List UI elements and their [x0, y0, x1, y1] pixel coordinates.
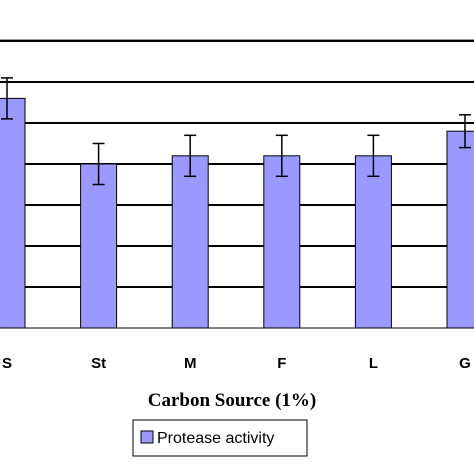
legend: Protease activity — [132, 419, 308, 457]
bar-g — [446, 130, 474, 329]
error-bars — [1, 77, 471, 186]
x-tick-label: M — [184, 355, 197, 372]
x-tick-label: F — [277, 355, 286, 372]
x-tick-label: G — [459, 355, 471, 372]
bar-l — [354, 155, 392, 329]
x-tick-label: S — [2, 355, 12, 372]
legend-box — [132, 419, 308, 457]
bars — [0, 97, 474, 329]
x-tick-label: St — [91, 355, 106, 372]
bar-m — [171, 155, 209, 329]
bar-f — [263, 155, 301, 329]
legend-swatch — [140, 430, 154, 444]
x-tick-labels: S St M F L G — [2, 355, 471, 372]
bar-s — [0, 97, 26, 329]
gridlines — [0, 40, 474, 288]
x-axis-title: Carbon Source (1%) — [148, 390, 317, 411]
bar-st — [80, 163, 118, 329]
x-tick-label: L — [369, 355, 378, 372]
legend-label: Protease activity — [157, 430, 274, 447]
